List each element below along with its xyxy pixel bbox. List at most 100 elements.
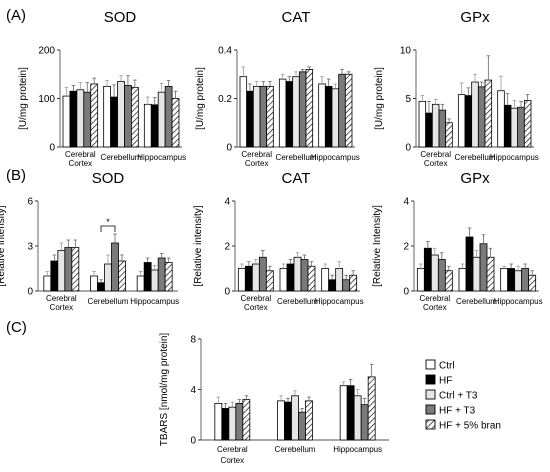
category-label: Cortex [50,303,74,312]
category-label: Cortex [69,159,93,168]
panel-label-c: (C) [6,319,27,336]
y-tick-label: 6 [27,197,33,208]
bar [497,90,505,148]
bar [130,86,139,148]
bar [157,91,166,148]
y-tick-label: 0 [403,287,409,298]
y-tick-label: 0 [405,143,411,154]
bar [346,385,355,441]
bar [438,109,447,148]
bar [484,79,493,148]
bar [335,268,344,292]
bar [43,275,52,292]
y-tick-label: 0 [226,143,232,154]
category-label: Cerebellum [277,297,318,306]
bar [90,275,98,292]
category-label: Cerebellum [276,153,317,162]
category-label: Cerebellum [456,297,497,306]
bar [284,401,292,441]
bar [143,103,152,148]
bar [305,400,313,441]
bar [286,263,295,292]
bar [50,260,59,292]
bar [171,98,180,148]
y-tick-label: 0 [27,287,33,298]
bar [331,88,340,148]
category-label: Hippocampus [130,297,179,306]
bar [479,243,488,292]
bar [76,89,85,148]
chart-title: GPx [460,170,490,187]
bar [298,411,306,441]
bar [500,268,509,292]
bar [239,76,248,148]
y-tick-label: 0 [190,436,196,447]
bar [318,83,326,148]
bar [285,81,294,148]
y-axis-label: [U/mg protein] [18,67,29,130]
category-label: Hippocampus [490,153,539,162]
bar [237,268,246,292]
bar [83,91,92,148]
legend-label-hf-bran: HF + 5% bran [439,421,501,432]
bar [338,73,346,148]
bar [514,270,523,292]
bar [431,103,440,148]
category-label: Cerebral [46,294,77,303]
y-tick-label: 4 [403,197,409,208]
significance-bracket [100,225,116,232]
y-axis-label: [Relative intensity] [193,205,204,286]
y-tick-label: 0 [224,287,230,298]
category-label: Cortex [424,159,448,168]
y-tick-label: 2 [224,242,230,253]
bar [291,395,299,441]
category-label: Hippocampus [137,153,186,162]
legend-swatch-ctrl-t3 [425,389,436,400]
bar [71,247,80,292]
bar [69,90,78,148]
chart-title: CAT [282,9,311,26]
bar [339,385,348,441]
bar [252,85,261,148]
bar [324,85,333,148]
y-tick-label: 3 [27,242,33,253]
bar [251,263,260,292]
bar [103,85,111,148]
bar [472,256,481,292]
legend: Ctrl HF Ctrl + T3 HF + T3 HF + 5% bran [425,359,501,432]
category-label: Cerebral [240,294,271,303]
bar [292,76,300,148]
chart-title: SOD [92,170,125,187]
bar [486,256,495,292]
bar [416,268,425,292]
chart-b3: GPx [Relative Intensity] 0 2 4 CerebralCortex… [372,170,543,312]
category-label: Cortex [244,303,268,312]
bar [465,236,474,292]
bar [342,279,351,292]
bar [124,85,132,148]
legend-swatch-ctrl [425,359,436,370]
chart-title: GPx [460,9,490,26]
bar [528,274,537,292]
category-label: Hippocampus [494,297,543,306]
category-label: Cortex [245,159,269,168]
bar [507,268,516,292]
bar [259,85,268,148]
category-label: Cerebellum [455,153,496,162]
y-tick-label: 4 [224,197,230,208]
category-label: Cortex [221,456,245,465]
category-label: Hippocampus [333,445,382,454]
category-label: Cerebellum [275,445,316,454]
legend-label-hf-t3: HF + T3 [439,406,476,417]
bar [305,69,314,148]
bar [353,395,362,441]
bar [425,112,433,148]
bar [418,101,427,148]
bar [279,268,288,292]
bar [157,257,166,292]
category-label: Cerebral [419,294,450,303]
bar [266,85,274,148]
bar [344,73,353,148]
